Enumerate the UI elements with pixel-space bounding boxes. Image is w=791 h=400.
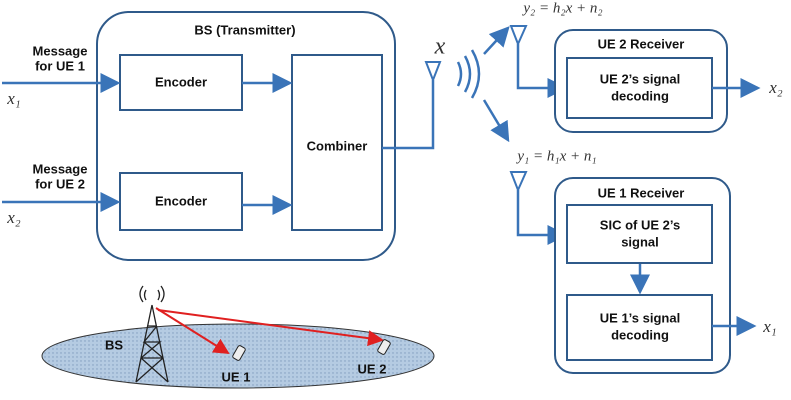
output-symbol: x₁ (762, 317, 776, 336)
antenna (511, 26, 526, 44)
radio-waves (458, 50, 479, 98)
input-symbol: x₁ (6, 89, 20, 108)
block-label: SIC of UE 2’s (600, 217, 680, 232)
arrow (484, 100, 508, 140)
input-message: Message (33, 161, 88, 176)
antenna (511, 172, 526, 190)
input-symbol: x₂ (6, 208, 21, 227)
transmitted-symbol: x (434, 34, 446, 60)
combiner-label: Combiner (307, 138, 368, 153)
input-message: Message (33, 43, 88, 58)
block-label: UE 1’s signal (600, 310, 680, 325)
signal-equation: y₁ = h₁x + n₁ (515, 148, 596, 164)
ue-label: UE 1 (222, 369, 251, 384)
bs-label: BS (105, 337, 123, 352)
block-label: UE 2’s signal (600, 71, 680, 86)
input-message: for UE 1 (35, 58, 85, 73)
receiver-title: UE 1 Receiver (598, 185, 685, 200)
receiver-title: UE 2 Receiver (598, 36, 685, 51)
input-message: for UE 2 (35, 176, 85, 191)
block-label: signal (621, 234, 659, 249)
encoder-label: Encoder (155, 193, 207, 208)
arrow (484, 28, 508, 54)
antenna (426, 62, 440, 80)
output-symbol: x₂ (768, 78, 783, 97)
encoder-label: Encoder (155, 74, 207, 89)
bs-title: BS (Transmitter) (194, 22, 295, 37)
block-label: decoding (611, 88, 669, 103)
diagram: BS (Transmitter) Encoder Encoder Combine… (0, 0, 791, 400)
signal-equation: y₂ = h₂x + n₂ (521, 0, 602, 16)
block-label: decoding (611, 327, 669, 342)
ue-label: UE 2 (358, 361, 387, 376)
